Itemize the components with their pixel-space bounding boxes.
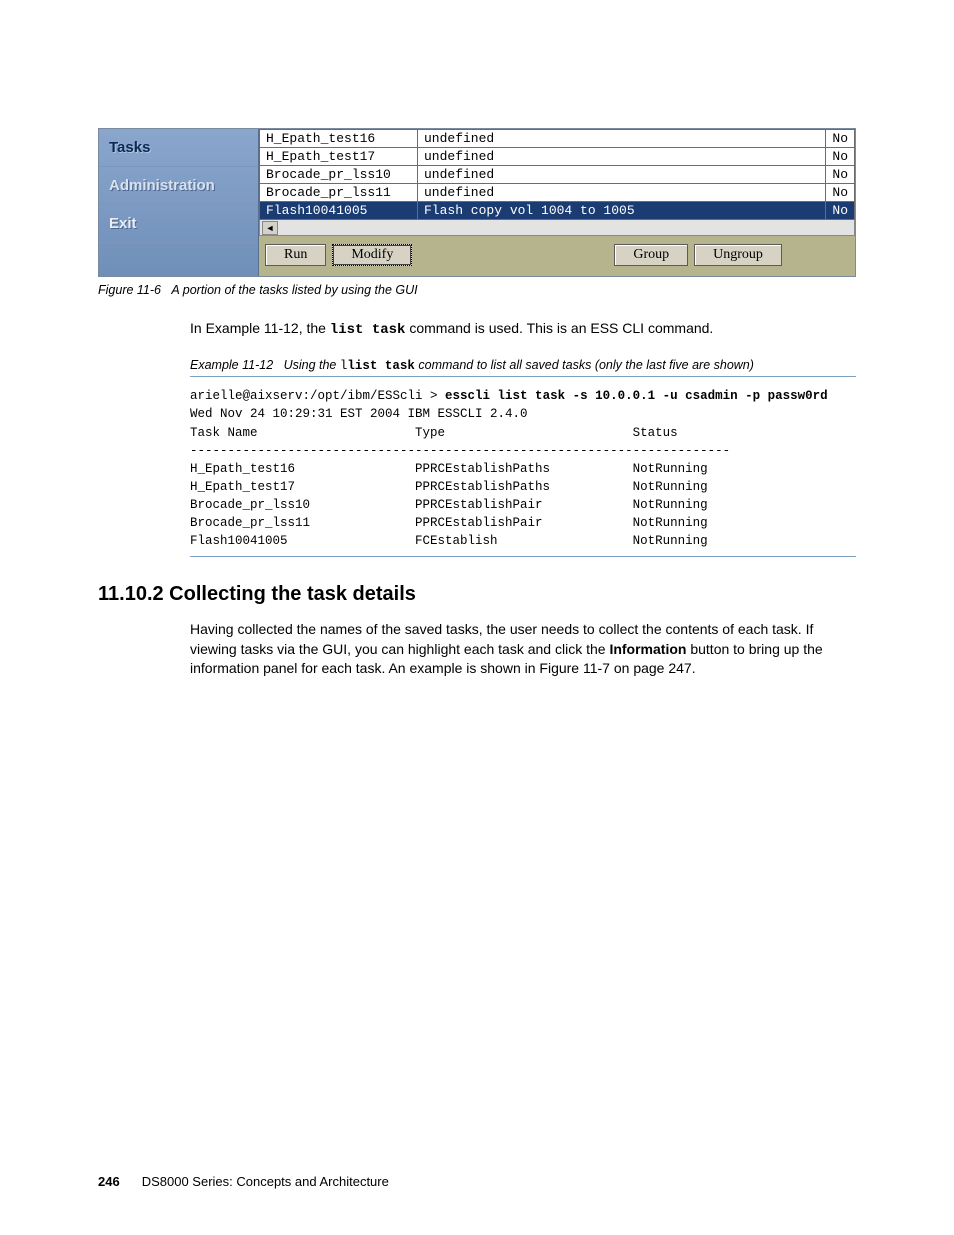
list-task-command-ref: list task [330, 322, 406, 338]
ess-gui-panel: Tasks Administration Exit H_Epath_test16… [98, 128, 856, 277]
section-paragraph: Having collected the names of the saved … [190, 620, 856, 678]
task-name-cell: H_Epath_test16 [260, 130, 418, 148]
task-flag-cell: No [826, 166, 855, 184]
page-number: 246 [98, 1174, 120, 1189]
page-footer: 246 DS8000 Series: Concepts and Architect… [98, 1174, 389, 1189]
intro-text-a: In Example 11-12, the [190, 320, 330, 336]
information-button-label: Information [609, 641, 686, 657]
figure-caption-label: Figure 11-6 [98, 283, 161, 297]
example-caption-cmd: llist task [340, 359, 415, 373]
task-desc-cell: Flash copy vol 1004 to 1005 [418, 202, 826, 220]
table-row[interactable]: Brocade_pr_lss11undefinedNo [260, 184, 855, 202]
task-flag-cell: No [826, 148, 855, 166]
task-name-cell: Flash10041005 [260, 202, 418, 220]
sidebar-item-tasks[interactable]: Tasks [99, 129, 258, 167]
sidebar: Tasks Administration Exit [99, 129, 259, 276]
table-row[interactable]: Brocade_pr_lss10undefinedNo [260, 166, 855, 184]
ungroup-button[interactable]: Ungroup [694, 244, 782, 266]
section-heading: 11.10.2 Collecting the task details [98, 583, 856, 606]
book-title: DS8000 Series: Concepts and Architecture [142, 1174, 389, 1189]
intro-text-b: command is used. This is an ESS CLI comm… [405, 320, 713, 336]
tasks-pane: H_Epath_test16undefinedNoH_Epath_test17u… [259, 129, 855, 276]
task-flag-cell: No [826, 184, 855, 202]
task-name-cell: Brocade_pr_lss11 [260, 184, 418, 202]
run-button[interactable]: Run [265, 244, 326, 266]
horizontal-scrollbar[interactable]: ◄ [259, 220, 855, 236]
task-flag-cell: No [826, 202, 855, 220]
example-caption-label: Example 11-12 [190, 358, 273, 372]
table-row[interactable]: Flash10041005Flash copy vol 1004 to 1005… [260, 202, 855, 220]
intro-paragraph: In Example 11-12, the list task command … [190, 319, 856, 340]
modify-button[interactable]: Modify [332, 244, 412, 266]
example-caption-text-b: command to list all saved tasks (only th… [415, 358, 754, 372]
table-row[interactable]: H_Epath_test17undefinedNo [260, 148, 855, 166]
task-desc-cell: undefined [418, 148, 826, 166]
task-desc-cell: undefined [418, 184, 826, 202]
task-name-cell: Brocade_pr_lss10 [260, 166, 418, 184]
tasks-table: H_Epath_test16undefinedNoH_Epath_test17u… [259, 129, 855, 220]
button-bar: Run Modify Group Ungroup [259, 236, 855, 276]
cli-output: arielle@aixserv:/opt/ibm/ESScli > esscli… [190, 383, 856, 557]
task-name-cell: H_Epath_test17 [260, 148, 418, 166]
figure-caption-text: A portion of the tasks listed by using t… [171, 283, 417, 297]
example-caption-text-a: Using the [284, 358, 340, 372]
figure-caption: Figure 11-6 A portion of the tasks liste… [98, 283, 856, 297]
task-desc-cell: undefined [418, 166, 826, 184]
sidebar-item-administration[interactable]: Administration [99, 167, 258, 205]
example-caption: Example 11-12 Using the llist task comma… [190, 358, 856, 377]
scroll-left-icon[interactable]: ◄ [262, 221, 278, 235]
task-flag-cell: No [826, 130, 855, 148]
sidebar-item-exit[interactable]: Exit [99, 205, 258, 243]
task-desc-cell: undefined [418, 130, 826, 148]
group-button[interactable]: Group [614, 244, 688, 266]
table-row[interactable]: H_Epath_test16undefinedNo [260, 130, 855, 148]
